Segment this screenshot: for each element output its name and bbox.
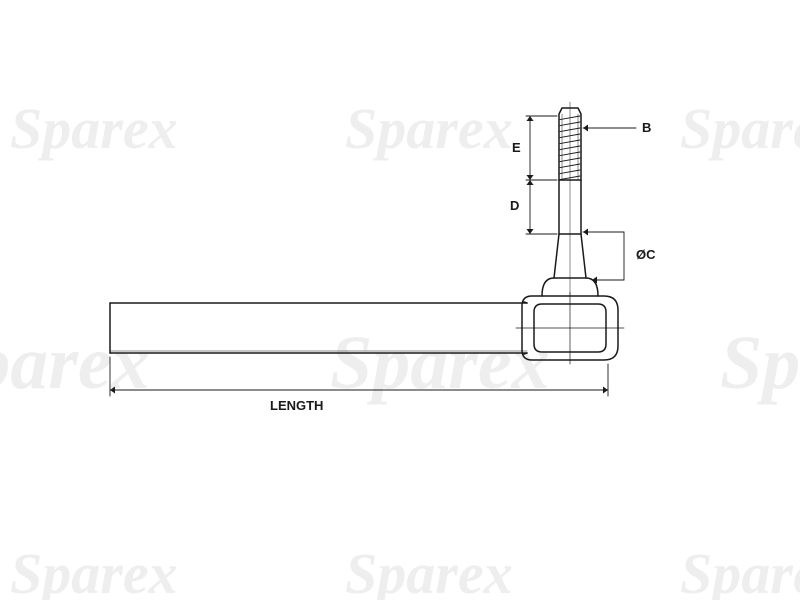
label-length: LENGTH (270, 398, 323, 413)
label-D: D (510, 198, 519, 213)
label-E: E (512, 140, 521, 155)
technical-drawing-svg (0, 0, 800, 600)
diagram-canvas: SparexSparexSparexSparexSparexSparexSpar… (0, 0, 800, 600)
label-B: B (642, 120, 651, 135)
label-C: ØC (636, 247, 656, 262)
